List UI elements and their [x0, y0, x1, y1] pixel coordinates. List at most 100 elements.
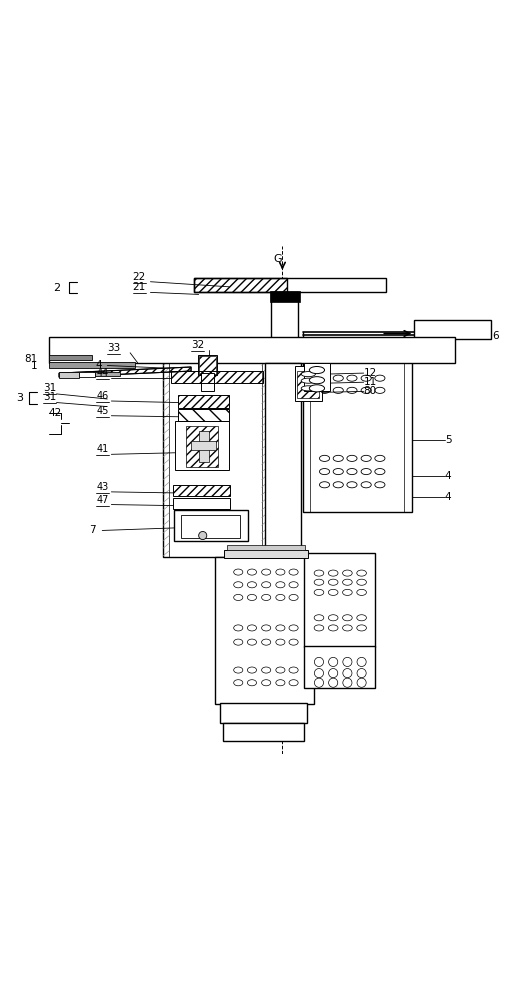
Ellipse shape [289, 667, 298, 673]
Ellipse shape [301, 386, 316, 391]
Bar [414, 320, 491, 339]
Ellipse shape [289, 594, 298, 601]
Ellipse shape [234, 680, 243, 686]
Text: 11: 11 [363, 377, 377, 387]
Ellipse shape [289, 625, 298, 631]
Bar [223, 723, 304, 741]
Text: 32: 32 [191, 340, 204, 350]
Text: 3: 3 [16, 393, 23, 403]
Ellipse shape [247, 680, 257, 686]
Bar [178, 409, 229, 421]
Ellipse shape [276, 569, 285, 575]
Bar [265, 363, 301, 553]
Ellipse shape [234, 639, 243, 645]
Ellipse shape [247, 667, 257, 673]
Ellipse shape [314, 625, 324, 631]
Ellipse shape [333, 482, 344, 488]
Ellipse shape [375, 387, 385, 393]
Ellipse shape [234, 594, 243, 601]
Ellipse shape [343, 615, 352, 621]
Bar [163, 359, 267, 557]
Ellipse shape [289, 680, 298, 686]
Bar [304, 363, 330, 391]
Bar [304, 646, 375, 688]
Ellipse shape [262, 594, 271, 601]
Bar [49, 355, 92, 360]
Bar [304, 553, 375, 647]
Bar [174, 510, 248, 541]
Ellipse shape [328, 579, 338, 585]
Circle shape [315, 657, 324, 666]
Bar [227, 545, 305, 550]
Text: 31: 31 [43, 392, 56, 402]
Ellipse shape [375, 455, 385, 461]
Ellipse shape [357, 615, 366, 621]
Ellipse shape [347, 469, 357, 475]
Ellipse shape [375, 469, 385, 475]
Bar [199, 356, 216, 374]
Ellipse shape [314, 589, 324, 595]
Ellipse shape [333, 455, 344, 461]
Ellipse shape [309, 385, 325, 392]
Ellipse shape [375, 482, 385, 488]
Ellipse shape [276, 625, 285, 631]
Ellipse shape [333, 387, 344, 393]
Ellipse shape [361, 455, 371, 461]
Text: 4: 4 [96, 360, 102, 370]
Circle shape [357, 678, 366, 687]
Text: 4: 4 [445, 471, 451, 481]
Text: 21: 21 [133, 282, 146, 292]
Circle shape [343, 657, 352, 666]
Ellipse shape [309, 377, 325, 384]
Ellipse shape [347, 375, 357, 381]
Circle shape [329, 657, 338, 666]
Ellipse shape [289, 569, 298, 575]
Ellipse shape [320, 482, 330, 488]
Ellipse shape [357, 579, 366, 585]
Bar [199, 431, 209, 462]
Bar [270, 291, 300, 302]
Text: 80: 80 [363, 386, 377, 396]
Text: 46: 46 [96, 391, 108, 401]
Ellipse shape [328, 615, 338, 621]
Ellipse shape [357, 570, 366, 576]
Bar [95, 372, 120, 376]
Text: 22: 22 [133, 272, 146, 282]
Text: 12: 12 [363, 368, 377, 378]
Ellipse shape [262, 569, 271, 575]
Bar [178, 395, 229, 408]
Circle shape [343, 678, 352, 687]
Ellipse shape [314, 615, 324, 621]
Bar [193, 278, 288, 292]
Ellipse shape [276, 594, 285, 601]
Ellipse shape [361, 482, 371, 488]
Ellipse shape [328, 570, 338, 576]
Ellipse shape [343, 625, 352, 631]
Ellipse shape [276, 667, 285, 673]
Bar [173, 485, 230, 496]
Ellipse shape [301, 372, 316, 377]
Text: 42: 42 [49, 408, 62, 418]
Ellipse shape [343, 579, 352, 585]
Circle shape [357, 669, 366, 678]
Text: 7: 7 [90, 525, 96, 535]
Bar [201, 373, 214, 391]
Circle shape [315, 678, 324, 687]
Ellipse shape [361, 387, 371, 393]
Bar [173, 498, 230, 509]
Ellipse shape [289, 582, 298, 588]
Bar [175, 421, 229, 470]
Ellipse shape [347, 387, 357, 393]
Circle shape [329, 669, 338, 678]
Text: 45: 45 [96, 406, 108, 416]
Ellipse shape [262, 582, 271, 588]
Ellipse shape [262, 639, 271, 645]
Ellipse shape [333, 375, 344, 381]
Bar [297, 371, 320, 398]
Bar [49, 362, 135, 368]
Ellipse shape [276, 680, 285, 686]
Ellipse shape [247, 594, 257, 601]
Ellipse shape [234, 625, 243, 631]
Bar [79, 372, 95, 377]
Bar [197, 355, 217, 375]
